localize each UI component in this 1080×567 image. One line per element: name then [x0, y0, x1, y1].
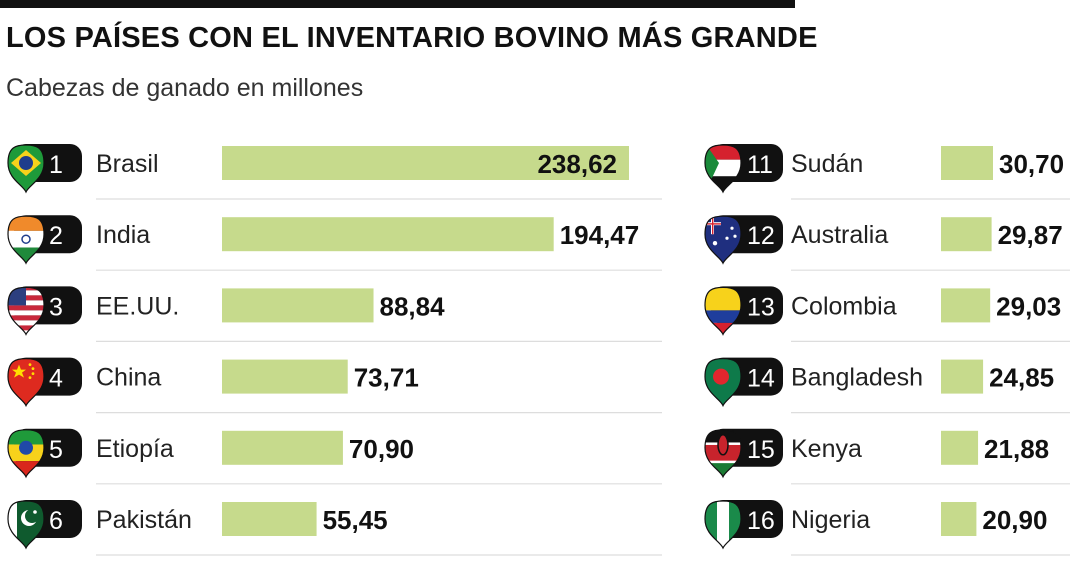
- chart-row: 3 EE.UU. 88,84: [7, 286, 662, 342]
- rank-number: 1: [49, 151, 63, 179]
- country-label: EE.UU.: [96, 292, 179, 320]
- chart-row: 1 Brasil 238,62: [7, 144, 662, 200]
- australia-flag-icon: [705, 216, 741, 264]
- ethiopia-flag-icon: [8, 429, 44, 477]
- value-label: 70,90: [349, 434, 414, 464]
- country-label: India: [96, 221, 150, 249]
- rank-number: 15: [747, 436, 775, 464]
- bar: [222, 502, 317, 536]
- rank-number: 6: [49, 507, 63, 535]
- bar: [222, 146, 629, 180]
- value-label: 238,62: [537, 149, 617, 179]
- rank-number: 4: [49, 365, 63, 393]
- rank-number: 16: [747, 507, 775, 535]
- value-label: 30,70: [999, 149, 1064, 179]
- bangladesh-flag-icon: [705, 358, 741, 406]
- rank-number: 5: [49, 436, 63, 464]
- bar: [941, 430, 979, 465]
- value-label: 73,71: [354, 363, 419, 393]
- value-label: 55,45: [323, 505, 388, 535]
- value-label: 194,47: [560, 220, 640, 250]
- brazil-flag-icon: [8, 145, 44, 192]
- country-label: Sudán: [791, 150, 863, 178]
- chart-title: LOS PAÍSES CON EL INVENTARIO BOVINO MÁS …: [6, 22, 818, 54]
- bar: [941, 288, 991, 323]
- chart-row: 13 Colombia 29,03: [704, 286, 1070, 342]
- value-label: 24,85: [989, 363, 1054, 393]
- bar: [941, 502, 977, 536]
- bar: [941, 146, 993, 180]
- colombia-flag-icon: [705, 287, 741, 335]
- country-label: Colombia: [791, 292, 897, 320]
- chart-row: 12 Australia 29,87: [704, 215, 1070, 271]
- country-label: Bangladesh: [791, 364, 923, 392]
- india-flag-icon: [8, 216, 44, 264]
- country-label: Etiopía: [96, 435, 174, 463]
- chart-row: 14 Bangladesh 24,85: [704, 357, 1070, 414]
- chart-row: 6 Pakistán 55,45: [7, 500, 662, 556]
- rank-number: 11: [747, 151, 773, 179]
- chart-row: 15 Kenya 21,88: [704, 428, 1070, 485]
- bar: [941, 217, 992, 252]
- value-label: 20,90: [982, 505, 1047, 535]
- bar: [222, 430, 343, 465]
- pakistan-flag-icon: [8, 501, 44, 548]
- bar: [222, 217, 554, 252]
- rank-number: 3: [49, 293, 63, 321]
- country-label: Nigeria: [791, 506, 870, 534]
- country-label: Australia: [791, 221, 888, 249]
- chart-row: 2 India 194,47: [7, 215, 662, 271]
- bar: [222, 359, 348, 394]
- value-label: 29,87: [998, 220, 1063, 250]
- value-label: 29,03: [996, 291, 1061, 321]
- chart-row: 11 Sudán 30,70: [704, 144, 1070, 200]
- rank-number: 12: [747, 222, 775, 250]
- top-rule: [0, 0, 795, 8]
- country-label: Kenya: [791, 435, 862, 463]
- sudan-flag-icon: [705, 145, 741, 192]
- bar: [222, 288, 374, 323]
- chart-row: 16 Nigeria 20,90: [704, 500, 1070, 556]
- country-label: Brasil: [96, 150, 159, 178]
- bar: [941, 359, 984, 394]
- nigeria-flag-icon: [705, 501, 741, 548]
- rank-number: 2: [49, 222, 63, 250]
- usa-flag-icon: [8, 287, 44, 335]
- country-label: China: [96, 364, 161, 392]
- value-label: 21,88: [984, 434, 1049, 464]
- country-label: Pakistán: [96, 506, 192, 534]
- china-flag-icon: [8, 358, 44, 406]
- value-label: 88,84: [380, 291, 446, 321]
- kenya-flag-icon: [705, 429, 741, 477]
- chart-row: 4 China 73,71: [7, 357, 662, 414]
- rank-number: 13: [747, 293, 775, 321]
- chart-subtitle: Cabezas de ganado en millones: [6, 74, 364, 102]
- chart-row: 5 Etiopía 70,90: [7, 428, 662, 485]
- rank-number: 14: [747, 365, 775, 393]
